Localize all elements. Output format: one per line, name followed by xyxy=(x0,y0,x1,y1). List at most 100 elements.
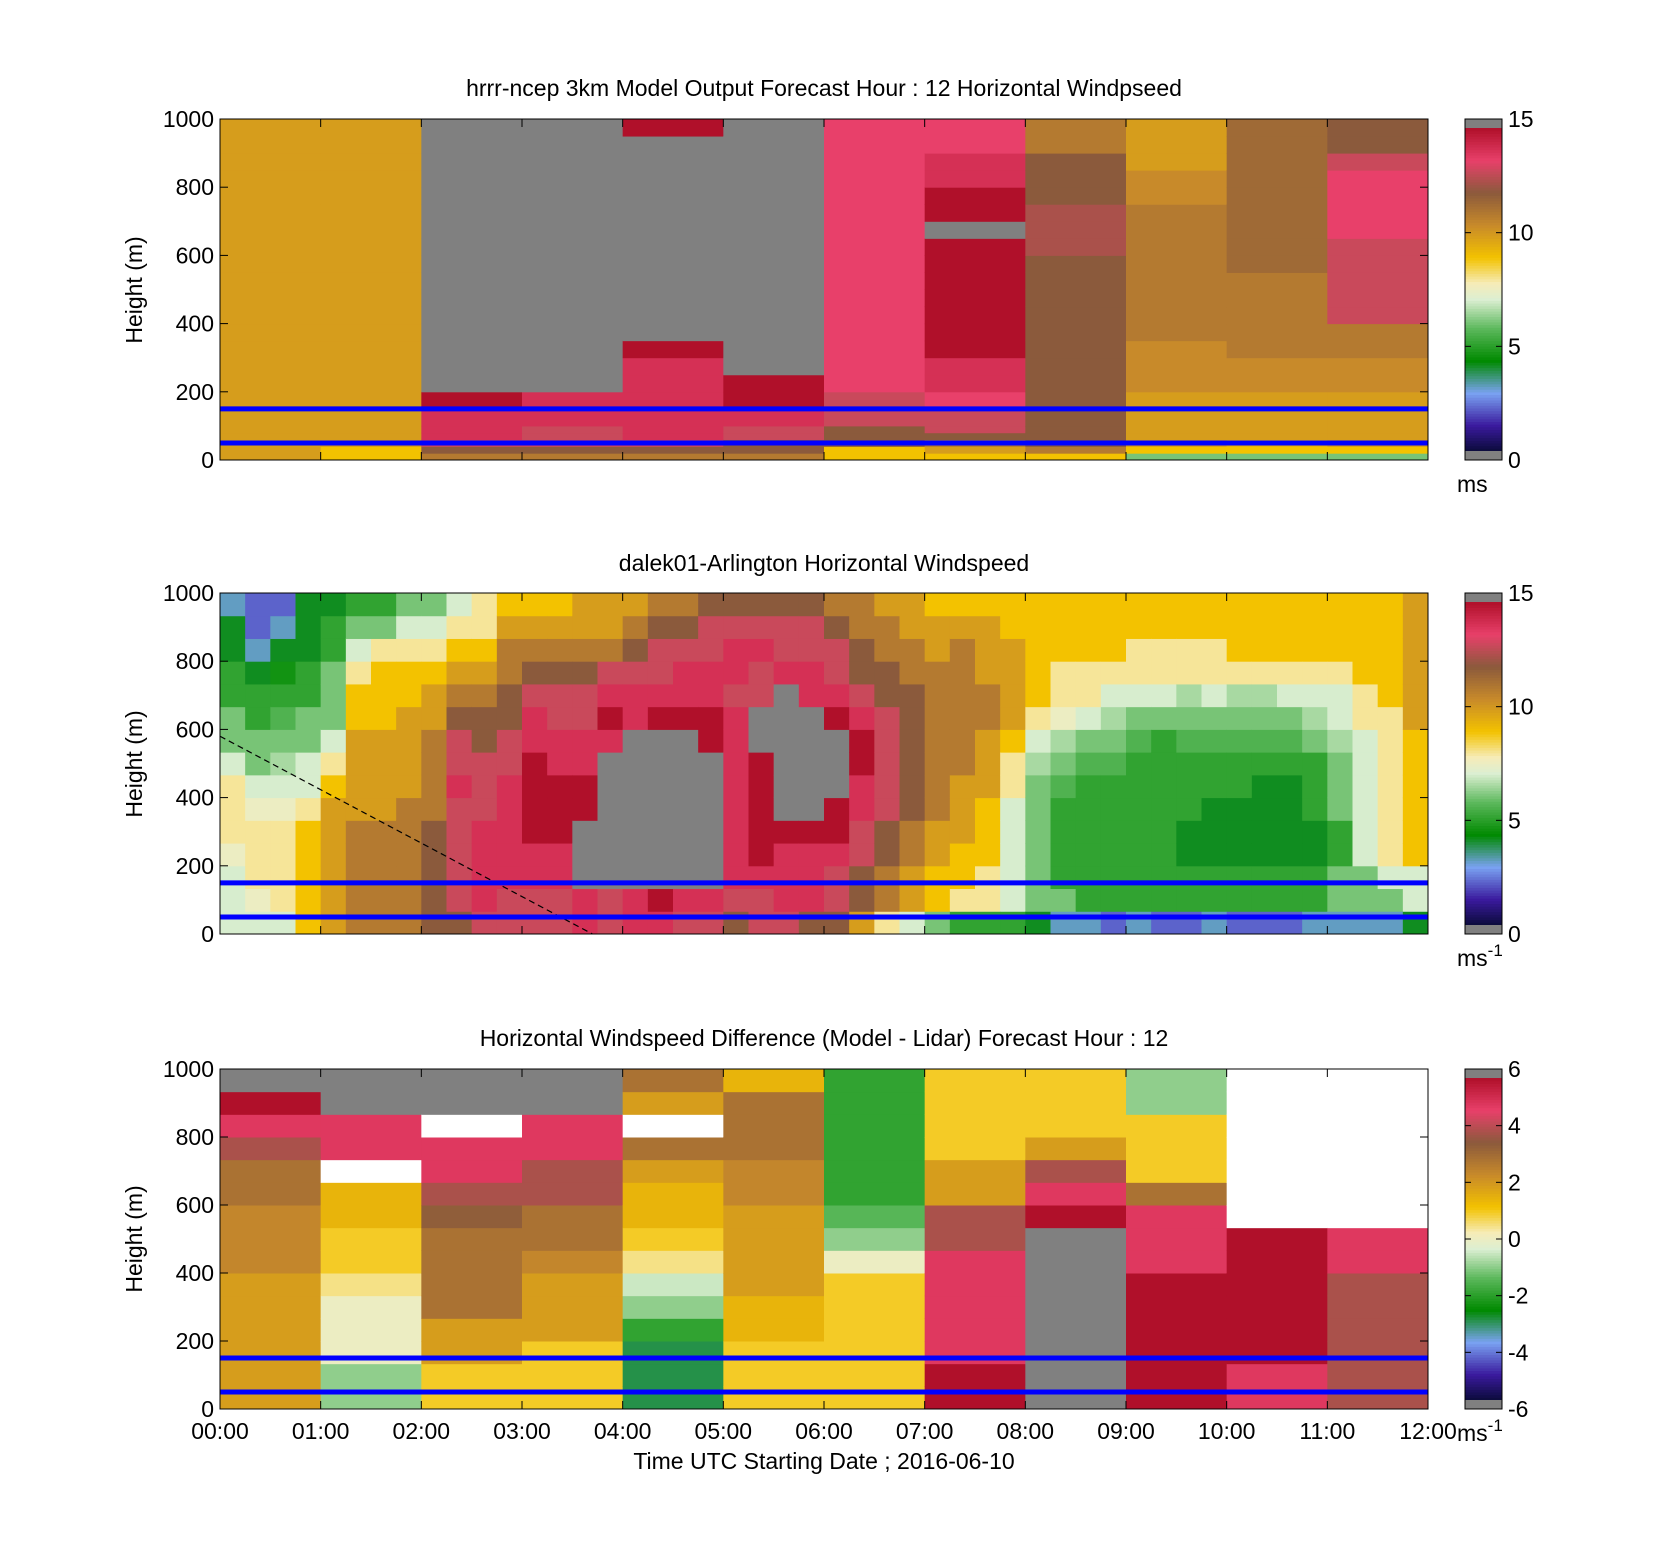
heatmap-cell xyxy=(1327,238,1428,256)
heatmap-cell xyxy=(1126,1341,1228,1365)
heatmap-cell xyxy=(1100,774,1127,799)
y-tick-label: 400 xyxy=(176,785,214,811)
heatmap-cell xyxy=(522,446,624,454)
y-tick-label: 1000 xyxy=(163,580,214,606)
heatmap-cell xyxy=(1402,661,1428,685)
heatmap-cell xyxy=(622,153,724,171)
colorbar-band xyxy=(1465,1174,1502,1178)
heatmap-cell xyxy=(1025,1363,1127,1387)
heatmap-cell xyxy=(572,843,598,867)
heatmap-cell xyxy=(748,661,775,685)
heatmap-cell xyxy=(270,729,296,753)
heatmap-cell xyxy=(1402,615,1428,639)
heatmap-cell xyxy=(220,1318,322,1342)
colorbar-band xyxy=(1465,1123,1502,1127)
heatmap-cell xyxy=(924,391,1026,410)
heatmap-cell xyxy=(320,306,422,325)
colorbar-band xyxy=(1465,698,1502,703)
heatmap-cell xyxy=(421,797,447,821)
heatmap-cell xyxy=(924,1363,1026,1387)
heatmap-cell xyxy=(320,238,422,256)
colorbar-band xyxy=(1465,251,1502,256)
colorbar-band xyxy=(1465,445,1502,449)
heatmap-cell xyxy=(723,340,825,359)
heatmap-cell xyxy=(924,1137,1026,1161)
heatmap-cell xyxy=(1327,340,1428,359)
colorbar-band xyxy=(1465,903,1502,907)
heatmap-cell xyxy=(975,683,1001,708)
heatmap-cell xyxy=(1000,888,1026,912)
heatmap-cell xyxy=(1226,204,1328,222)
heatmap-cell xyxy=(622,340,724,359)
colorbar-band xyxy=(1465,214,1502,218)
heatmap-cell xyxy=(1100,615,1127,639)
heatmap-cell xyxy=(975,661,1001,685)
colorbar-band xyxy=(1465,1284,1502,1288)
colorbar-band xyxy=(1465,680,1502,684)
heatmap-cell xyxy=(396,865,422,890)
heatmap-cell xyxy=(899,752,926,776)
heatmap-cell xyxy=(320,170,422,188)
heatmap-cell xyxy=(622,432,724,441)
chart-title-lidar: dalek01-Arlington Horizontal Windspeed xyxy=(619,550,1029,576)
colorbar-band xyxy=(1465,343,1502,347)
heatmap-cell xyxy=(949,729,976,753)
colorbar-band xyxy=(1465,833,1502,837)
heatmap-cell xyxy=(1100,865,1127,890)
heatmap-cell xyxy=(622,1091,724,1115)
heatmap-cell xyxy=(371,797,397,821)
colorbar-band xyxy=(1465,873,1502,878)
heatmap-cell xyxy=(220,391,322,410)
heatmap-cell xyxy=(446,888,473,912)
heatmap-cell xyxy=(1151,729,1177,753)
colorbar-band xyxy=(1465,1225,1502,1229)
heatmap-cell xyxy=(1025,272,1127,290)
heatmap-cell xyxy=(1327,136,1428,154)
heatmap-cell xyxy=(1025,446,1127,454)
heatmap-cell xyxy=(1100,843,1127,867)
y-tick-label: 600 xyxy=(176,242,214,268)
colorbar-band xyxy=(1465,243,1502,248)
heatmap-cell xyxy=(1126,340,1228,359)
colorbar-band xyxy=(1465,669,1502,673)
heatmap-cell xyxy=(371,888,397,912)
heatmap-cell xyxy=(622,187,724,205)
heatmap-cell xyxy=(1251,661,1278,685)
heatmap-cell xyxy=(773,593,800,617)
heatmap-cell xyxy=(496,638,523,662)
colorbar-band xyxy=(1465,717,1502,722)
heatmap-cell xyxy=(295,820,322,844)
colorbar-band xyxy=(1465,1252,1502,1256)
heatmap-cell xyxy=(220,1341,322,1365)
heatmap-cell xyxy=(1277,888,1303,912)
heatmap-cell xyxy=(647,820,674,844)
colorbar-band xyxy=(1465,311,1502,315)
colorbar-band xyxy=(1465,911,1502,915)
heatmap-cell xyxy=(949,661,976,685)
heatmap-cell xyxy=(824,1114,926,1138)
colorbar-band xyxy=(1465,690,1502,695)
heatmap-cell xyxy=(446,683,473,708)
colorbar-band xyxy=(1465,1273,1502,1278)
heatmap-cell xyxy=(496,729,523,753)
heatmap-cell xyxy=(1201,752,1228,776)
heatmap-cell xyxy=(874,661,900,685)
colorbar-band xyxy=(1465,612,1502,617)
heatmap-cell xyxy=(824,593,850,617)
heatmap-cell xyxy=(522,238,624,256)
heatmap-cell xyxy=(1226,374,1328,393)
heatmap-cell xyxy=(446,615,473,639)
colorbar-band xyxy=(1465,1322,1502,1326)
heatmap-cell xyxy=(975,593,1001,617)
heatmap-cell xyxy=(1126,1227,1228,1251)
heatmap-cell xyxy=(924,729,951,753)
heatmap-cell xyxy=(320,453,422,460)
colorbar-band xyxy=(1465,1115,1502,1119)
heatmap-cell xyxy=(1226,119,1328,137)
heatmap-cell xyxy=(924,797,951,821)
colorbar-band xyxy=(1465,693,1502,697)
heatmap-cell xyxy=(270,774,296,799)
heatmap-cell xyxy=(597,683,624,708)
colorbar-band xyxy=(1465,292,1502,296)
heatmap-cell xyxy=(824,136,926,154)
